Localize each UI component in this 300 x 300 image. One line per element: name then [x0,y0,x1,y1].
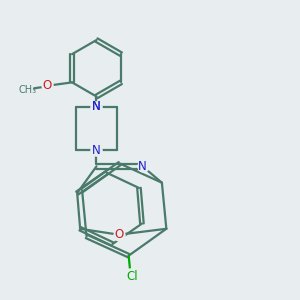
Text: CH₃: CH₃ [18,85,37,95]
Text: Cl: Cl [126,270,138,283]
Text: O: O [114,228,123,241]
Text: N: N [92,143,101,157]
Text: N: N [92,100,101,113]
Text: N: N [138,160,147,173]
Text: N: N [92,100,101,113]
Text: O: O [42,79,51,92]
